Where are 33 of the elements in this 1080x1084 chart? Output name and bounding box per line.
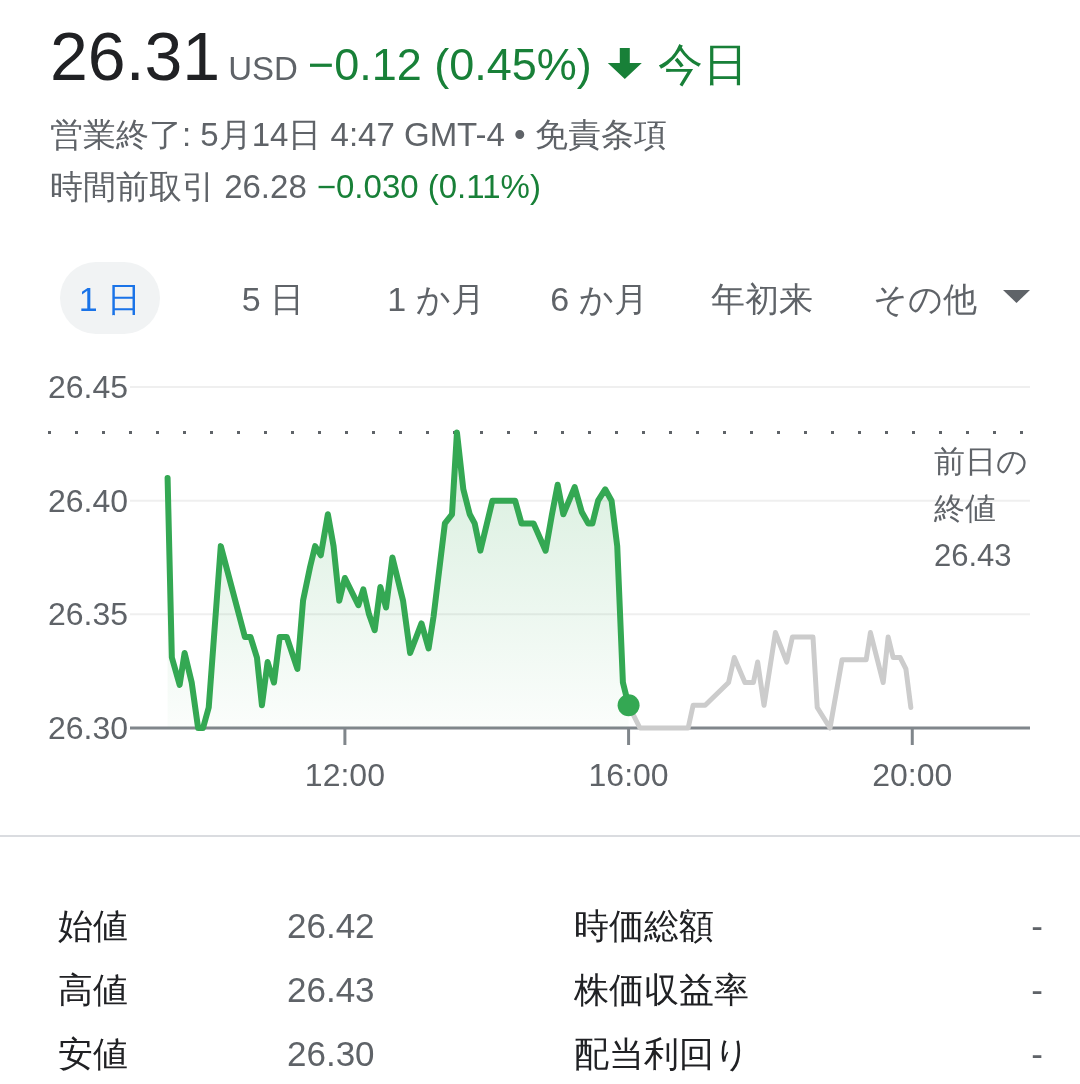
x-tick-label: 20:00 [872, 757, 953, 793]
text: −0.030 (0.11%) [316, 168, 541, 205]
x-tick-label: 12:00 [304, 757, 385, 793]
text: USD [228, 50, 298, 87]
text: 26.30 [287, 1034, 375, 1073]
text: 時間前取引 26.28 [50, 168, 307, 205]
text: - [1031, 1034, 1043, 1073]
y-tick-label: 26.30 [48, 710, 129, 746]
text: 高値 [58, 970, 128, 1009]
chart-title: 26.31 [50, 18, 221, 94]
ref-line-label: 前日の終値 26.43 [933, 444, 1028, 574]
text: 時価総額 [574, 906, 714, 945]
x-tick-label: 16:00 [588, 757, 669, 793]
y-tick-label: 26.45 [48, 369, 129, 405]
text: 今日 [657, 39, 748, 90]
text: 株価収益率 [573, 970, 749, 1009]
tab-label: 年初来 [711, 280, 813, 318]
text: 安値 [58, 1034, 128, 1073]
y-tick-label: 26.40 [48, 482, 129, 519]
text: 始値 [58, 906, 128, 945]
text: - [1031, 906, 1043, 945]
text: 26.42 [287, 906, 375, 945]
y-tick-label: 26.35 [48, 596, 129, 633]
tab-label: 5 日 [241, 280, 305, 318]
tab-label: 6 か月 [550, 280, 648, 318]
text: 配当利回り [574, 1034, 750, 1073]
chart-subtitle: 営業終了: 5月14日 4:47 GMT-4 • 免責条項 [50, 116, 667, 153]
tab-label: 1 日 [78, 280, 142, 318]
tab-label: 1 か月 [387, 280, 485, 318]
text: 26.43 [287, 970, 375, 1009]
tab-label: その他 [873, 280, 977, 318]
text: - [1031, 970, 1043, 1009]
text: −0.12 (0.45%) [307, 39, 592, 90]
